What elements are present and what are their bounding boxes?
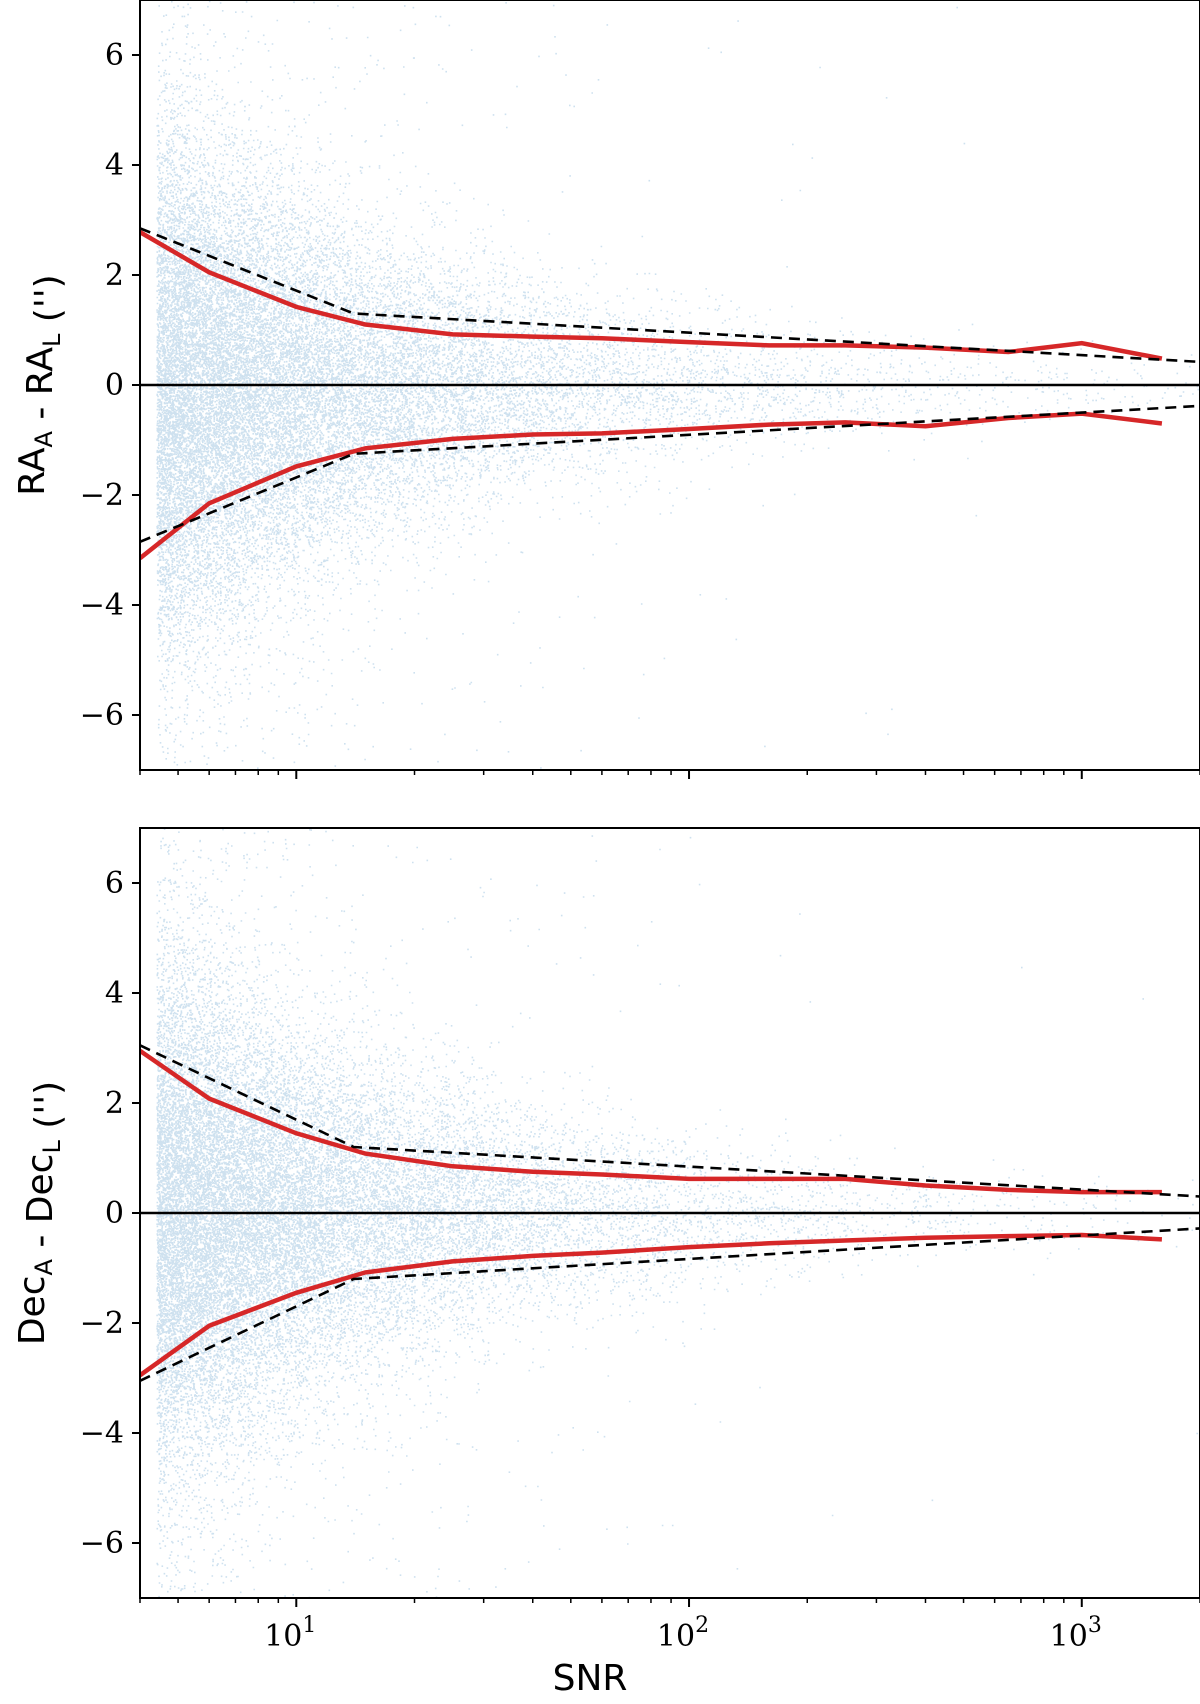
- y-tick-label: −2: [80, 1306, 124, 1341]
- plot-area: [140, 828, 1200, 1599]
- x-axis-label: SNR: [553, 1658, 628, 1699]
- x-tick-label: 101: [264, 1613, 316, 1654]
- y-axis-label: RAA - RAL (''): [12, 274, 69, 495]
- top-panel: −6 −4 −2 0 2 4 6 RAA - RAL (''): [12, 0, 1200, 779]
- bottom-panel: −6 −4 −2 0 2 4 6 101 102 103 DecA - DecL ('') SNR: [12, 828, 1200, 1699]
- y-tick-label: 6: [105, 866, 124, 901]
- y-tick-label: 0: [105, 1196, 124, 1231]
- y-tick-label: 2: [105, 1086, 124, 1121]
- y-tick-label: 2: [105, 258, 124, 293]
- y-tick-label: 0: [105, 368, 124, 403]
- y-tick-label: −4: [80, 1416, 124, 1451]
- x-tick-label: 103: [1050, 1613, 1102, 1654]
- y-tick-label: −6: [80, 1526, 124, 1561]
- y-tick-label: 6: [105, 38, 124, 73]
- percentile-line-0: [140, 1051, 1162, 1192]
- y-tick-label: −6: [80, 698, 124, 733]
- y-tick-label: −2: [80, 478, 124, 513]
- y-tick-label: 4: [105, 976, 124, 1011]
- y-axis-label: DecA - DecL (''): [12, 1081, 69, 1345]
- y-tick-label: 4: [105, 148, 124, 183]
- x-tick-label: 102: [657, 1613, 709, 1654]
- plot-area: [140, 1, 1200, 771]
- y-tick-label: −4: [80, 588, 124, 623]
